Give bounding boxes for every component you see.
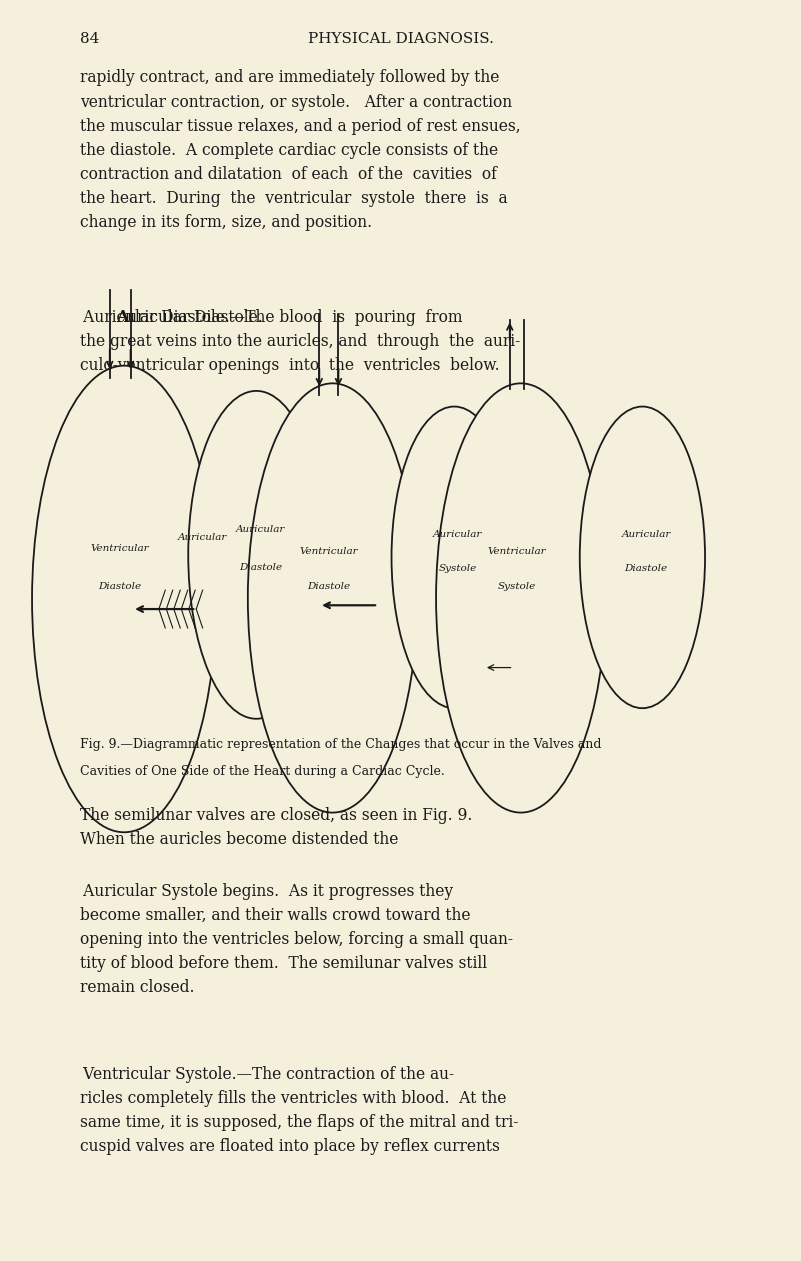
Text: Ventricular: Ventricular (300, 547, 358, 556)
Text: Ventricular Systole.—The contraction of the au-
ricles completely fills the vent: Ventricular Systole.—The contraction of … (80, 1066, 518, 1155)
Text: Diastole: Diastole (239, 562, 282, 572)
Ellipse shape (392, 406, 517, 709)
Text: Auricular Diastole.: Auricular Diastole. (116, 309, 263, 325)
Text: rapidly contract, and are immediately followed by the
ventricular contraction, o: rapidly contract, and are immediately fo… (80, 69, 521, 231)
Ellipse shape (580, 406, 705, 709)
Ellipse shape (32, 366, 216, 832)
Text: Diastole: Diastole (308, 581, 351, 591)
Text: Ventricular: Ventricular (91, 543, 150, 554)
Text: Diastole: Diastole (625, 565, 668, 574)
Ellipse shape (188, 391, 324, 719)
Ellipse shape (436, 383, 606, 812)
Text: A: A (116, 309, 129, 325)
Text: Auricular: Auricular (235, 525, 285, 535)
Text: Systole: Systole (498, 581, 536, 591)
Text: Auricular: Auricular (433, 530, 482, 538)
Text: Auricular Diastole.—The blood  is  pouring  from
the great veins into the auricl: Auricular Diastole.—The blood is pouring… (80, 309, 521, 375)
Text: Diastole: Diastole (99, 581, 142, 591)
Text: Auricular: Auricular (178, 532, 227, 542)
Text: Fig. 9.—Diagrammatic representation of the Changes that occur in the Valves and: Fig. 9.—Diagrammatic representation of t… (80, 738, 602, 750)
Text: Systole: Systole (439, 565, 477, 574)
Text: PHYSICAL DIAGNOSIS.: PHYSICAL DIAGNOSIS. (308, 32, 493, 45)
Text: 84: 84 (80, 32, 99, 45)
Text: Auricular: Auricular (622, 530, 670, 538)
Text: Auricular Systole begins.  As it progresses they
become smaller, and their walls: Auricular Systole begins. As it progress… (80, 883, 513, 996)
Text: The semilunar valves are closed, as seen in Fig. 9.
When the auricles become dis: The semilunar valves are closed, as seen… (80, 807, 473, 849)
Ellipse shape (248, 383, 417, 812)
Text: Cavities of One Side of the Heart during a Cardiac Cycle.: Cavities of One Side of the Heart during… (80, 765, 445, 778)
Text: Ventricular: Ventricular (488, 547, 546, 556)
